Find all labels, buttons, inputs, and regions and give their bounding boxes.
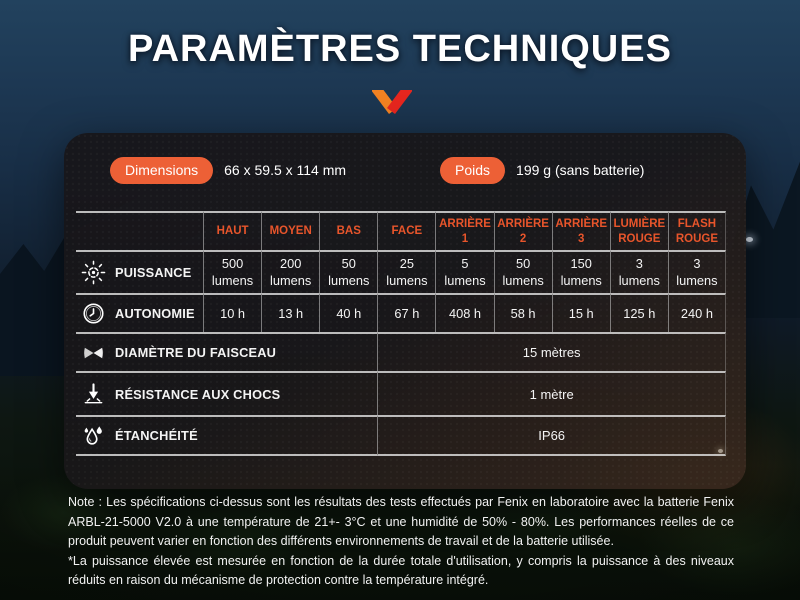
power-cell-lumiere-rouge: 3 lumens (609, 250, 668, 293)
beam-icon (81, 344, 106, 362)
distant-light (746, 237, 753, 242)
dimensions-value: 66 x 59.5 x 114 mm (224, 162, 347, 179)
row-label-etancheite: ÉTANCHÉITÉ (76, 415, 378, 456)
col-header-haut: HAUT (203, 211, 262, 250)
power-unit: lumens (270, 272, 312, 288)
row-label-diametre-faisceau: DIAMÈTRE DU FAISCEAU (76, 332, 378, 371)
power-value: 500 (221, 255, 244, 271)
power-value: 5 (461, 255, 469, 271)
spec-table: HAUT MOYEN BAS FACE ARRIÈRE 1 ARRIÈRE 2 … (76, 211, 726, 456)
row-label-resistance-chocs: RÉSISTANCE AUX CHOCS (76, 371, 378, 415)
runtime-cell-face: 67 h (377, 293, 436, 332)
power-unit: lumens (328, 272, 370, 288)
col-header-arriere-2: ARRIÈRE 2 (493, 211, 552, 250)
page-title: PARAMÈTRES TECHNIQUES (128, 28, 672, 70)
row-label-text: AUTONOMIE (115, 306, 195, 321)
row-label-text: DIAMÈTRE DU FAISCEAU (115, 345, 277, 360)
power-unit: lumens (676, 272, 718, 288)
footnote-paragraph: *La puissance élevée est mesurée en fonc… (68, 553, 734, 588)
runtime-cell-arriere-1: 408 h (435, 293, 494, 332)
power-unit: lumens (211, 272, 254, 288)
distant-light (718, 449, 723, 453)
col-header-flash-rouge: FLASH ROUGE (667, 211, 726, 250)
power-cell-moyen: 200 lumens (261, 250, 320, 293)
weight-badge: Poids (440, 157, 506, 184)
chevron-down-icon (372, 90, 412, 114)
runtime-cell-lumiere-rouge: 125 h (609, 293, 668, 332)
runtime-cell-bas: 40 h (319, 293, 378, 332)
col-header-arriere-3: ARRIÈRE 3 (551, 211, 610, 250)
power-unit: lumens (502, 272, 544, 288)
beam-diameter-value: 15 mètres (377, 332, 726, 371)
power-unit: lumens (560, 272, 602, 288)
col-header-face: FACE (377, 211, 436, 250)
col-header-lumiere-rouge: LUMIÈRE ROUGE (609, 211, 668, 250)
water-drops-icon (81, 423, 106, 448)
table-corner-cell (76, 211, 203, 250)
row-label-puissance: PUISSANCE (76, 250, 203, 293)
power-value: 50 (515, 255, 531, 271)
weight-value: 199 g (sans batterie) (516, 162, 645, 179)
power-unit: lumens (444, 272, 486, 288)
power-cell-arriere-3: 150 lumens (551, 250, 610, 293)
col-header-moyen: MOYEN (261, 211, 320, 250)
col-header-arriere-1: ARRIÈRE 1 (435, 211, 494, 250)
runtime-cell-arriere-3: 15 h (551, 293, 610, 332)
power-cell-bas: 50 lumens (319, 250, 378, 293)
power-value: 150 (570, 255, 592, 271)
dimensions-badge: Dimensions (110, 157, 214, 184)
power-value: 200 (279, 255, 302, 271)
clock-icon (81, 301, 106, 326)
waterproof-value: IP66 (377, 415, 726, 456)
runtime-cell-arriere-2: 58 h (493, 293, 552, 332)
power-value: 50 (341, 255, 356, 271)
footnote-paragraph: Note : Les spécifications ci-dessus sont… (68, 495, 734, 548)
power-value: 3 (693, 255, 701, 271)
row-label-text: ÉTANCHÉITÉ (115, 428, 198, 443)
sun-icon (81, 260, 106, 285)
dimensions-spec: Dimensions 66 x 59.5 x 114 mm (110, 157, 346, 184)
power-value: 3 (635, 255, 643, 271)
row-label-autonomie: AUTONOMIE (76, 293, 203, 332)
col-header-bas: BAS (319, 211, 378, 250)
row-label-text: PUISSANCE (115, 265, 192, 280)
runtime-cell-haut: 10 h (203, 293, 262, 332)
power-cell-flash-rouge: 3 lumens (667, 250, 726, 293)
weight-spec: Poids 199 g (sans batterie) (440, 157, 644, 184)
impact-arrow-icon (81, 382, 106, 407)
footnote: Note : Les spécifications ci-dessus sont… (68, 493, 734, 591)
power-cell-arriere-1: 5 lumens (435, 250, 494, 293)
power-cell-arriere-2: 50 lumens (493, 250, 552, 293)
power-value: 25 (399, 255, 414, 271)
runtime-cell-flash-rouge: 240 h (667, 293, 726, 332)
row-label-text: RÉSISTANCE AUX CHOCS (115, 386, 281, 402)
power-cell-face: 25 lumens (377, 250, 436, 293)
power-unit: lumens (386, 272, 428, 288)
spec-panel (64, 133, 746, 489)
power-unit: lumens (618, 272, 660, 288)
runtime-cell-moyen: 13 h (261, 293, 320, 332)
power-cell-haut: 500 lumens (203, 250, 262, 293)
impact-resistance-value: 1 mètre (377, 371, 726, 415)
